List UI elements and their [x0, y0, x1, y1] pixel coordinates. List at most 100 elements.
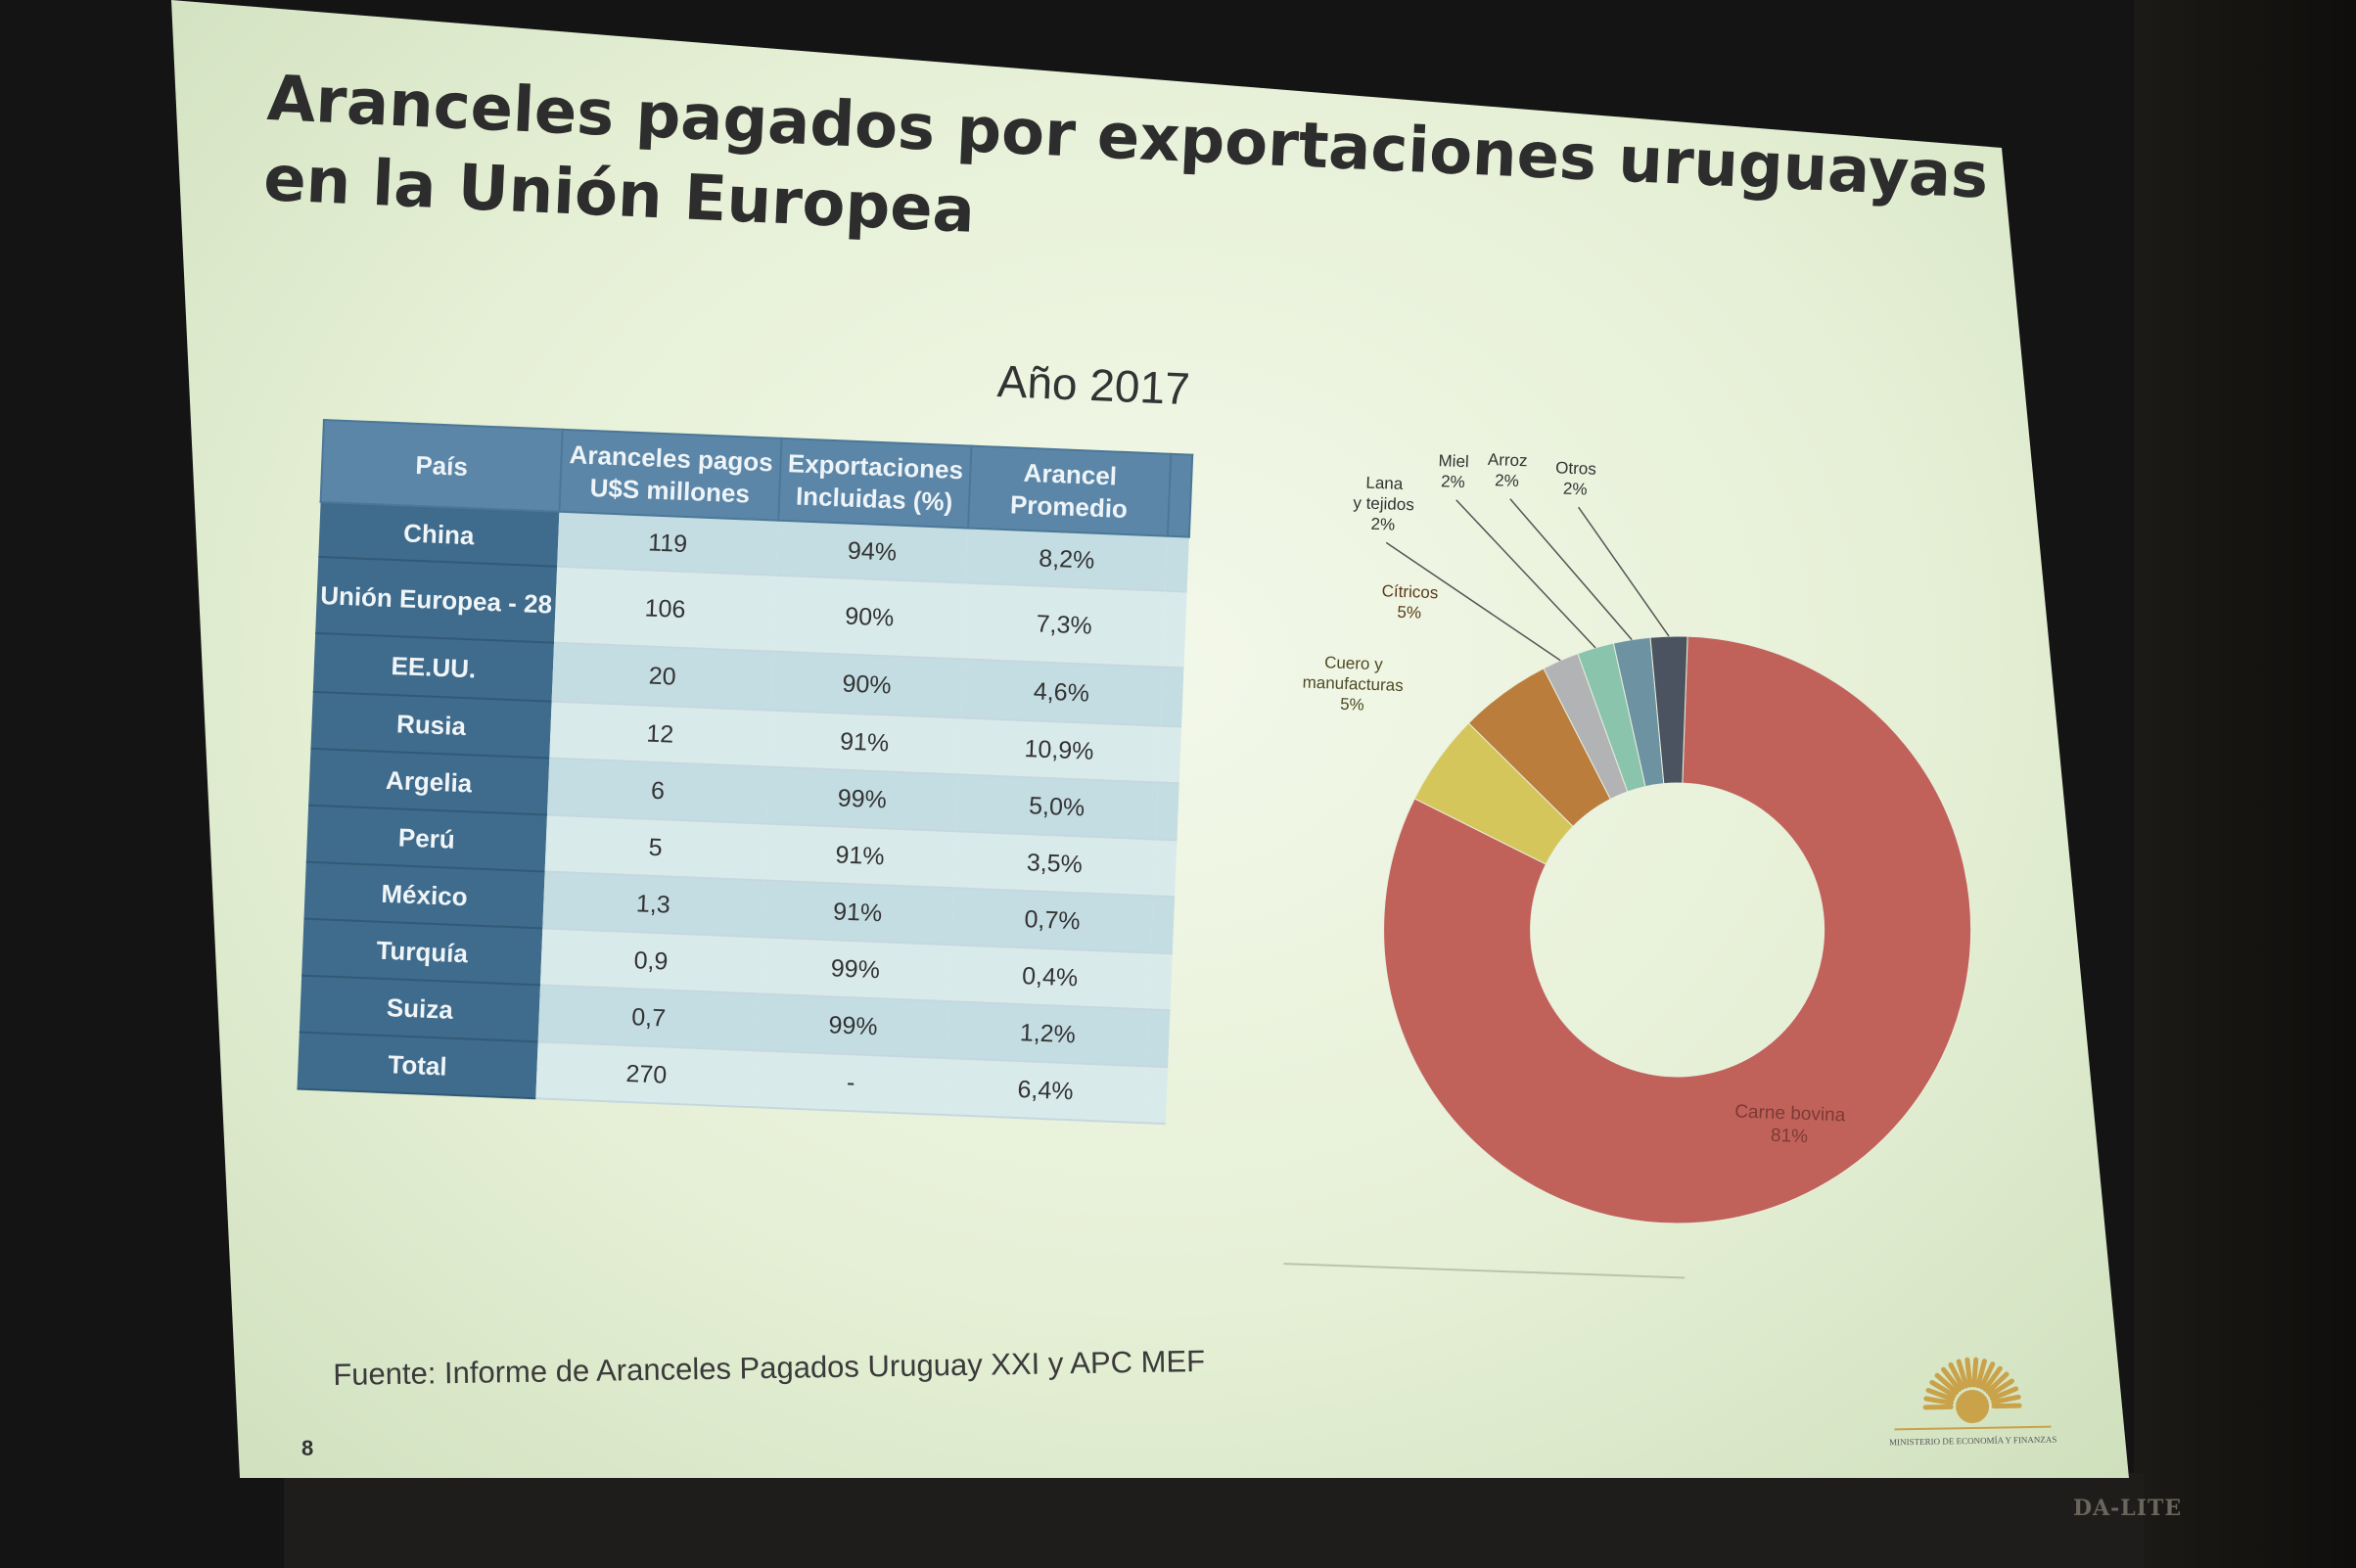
screen-brand-label: DA-LITE	[2073, 1496, 2183, 1521]
slice-label: manufacturas	[1302, 672, 1404, 695]
slice-label: 2%	[1441, 472, 1465, 491]
cell-exportaciones: 91%	[762, 880, 954, 945]
slice-label: Lana	[1365, 474, 1404, 493]
cell-spacer	[1165, 535, 1189, 592]
projected-slide: Aranceles pagados por exportaciones urug…	[171, 0, 2129, 1478]
cell-spacer	[1146, 1009, 1171, 1068]
leader-line	[1455, 499, 1596, 649]
cell-aranceles: 119	[557, 511, 779, 576]
cell-promedio: 4,6%	[960, 659, 1163, 726]
sun-ray	[1925, 1387, 1955, 1402]
cell-pais: Turquía	[301, 918, 543, 986]
page-number: 8	[301, 1436, 314, 1460]
cell-spacer	[1148, 952, 1173, 1011]
cell-spacer	[1157, 725, 1182, 784]
cell-pais: México	[303, 861, 545, 929]
cell-spacer	[1155, 782, 1179, 841]
slice-label: 5%	[1340, 695, 1364, 715]
cell-promedio: 1,2%	[947, 1001, 1149, 1067]
cell-promedio: 0,4%	[948, 945, 1151, 1010]
cell-pais: Unión Europea - 28	[315, 556, 558, 643]
sun-ray	[1985, 1371, 2010, 1395]
slice-label: Carne bovina	[1734, 1101, 1846, 1126]
cell-aranceles: 0,9	[539, 928, 762, 994]
sun-ray	[1989, 1386, 2019, 1402]
cell-exportaciones: 91%	[763, 823, 956, 889]
cell-pais: EE.UU.	[312, 632, 555, 702]
logo-text: MINISTERIO DE ECONOMÍA Y FINANZAS	[1889, 1434, 2056, 1447]
header-pais: País	[320, 420, 563, 512]
header-exportaciones: Exportaciones Incluidas (%)	[778, 438, 972, 529]
cell-aranceles: 12	[549, 701, 771, 767]
cell-exportaciones: 99%	[759, 937, 951, 1002]
sun-ray	[1964, 1357, 1973, 1388]
header-aranceles: Aranceles pagos U$S millones	[559, 429, 782, 521]
cell-exportaciones: 94%	[775, 520, 969, 583]
slice-label: Cítricos	[1381, 581, 1438, 602]
slice-label: 2%	[1563, 480, 1588, 499]
cell-spacer	[1153, 839, 1178, 898]
cell-spacer	[1143, 1066, 1169, 1125]
sun-ray	[1956, 1359, 1969, 1389]
cell-pais: China	[318, 501, 560, 567]
cell-exportaciones: 91%	[768, 710, 961, 775]
slice-label: Cuero y	[1324, 653, 1384, 673]
slice-label: Arroz	[1488, 450, 1528, 470]
source-note: Fuente: Informe de Aranceles Pagados Uru…	[333, 1344, 1206, 1392]
slice-label: 2%	[1495, 471, 1519, 490]
cell-aranceles: 0,7	[537, 985, 760, 1051]
room-background	[2134, 0, 2356, 1568]
tariff-table: País Aranceles pagos U$S millones Export…	[296, 419, 1193, 1125]
cell-promedio: 6,4%	[944, 1058, 1147, 1124]
tariff-table-container: País Aranceles pagos U$S millones Export…	[296, 419, 1193, 1125]
cell-aranceles: 20	[551, 642, 773, 711]
sun-disc	[1956, 1389, 1990, 1423]
cell-spacer	[1150, 896, 1176, 954]
slide-title: Aranceles pagados por exportaciones urug…	[261, 62, 1990, 248]
cell-promedio: 10,9%	[957, 717, 1161, 783]
slice-label: 5%	[1397, 603, 1421, 623]
cell-exportaciones: 90%	[772, 575, 966, 660]
leader-line	[1385, 541, 1561, 662]
cell-exportaciones: -	[755, 1050, 947, 1116]
cell-promedio: 7,3%	[962, 582, 1166, 668]
cell-pais: Argelia	[308, 748, 550, 815]
cell-spacer	[1160, 667, 1184, 727]
slice-label: 81%	[1771, 1126, 1809, 1147]
table-body: China 119 94% 8,2% Unión Europea - 28 106 90% 7…	[297, 501, 1189, 1125]
sun-ray	[1988, 1378, 2014, 1398]
cell-aranceles: 106	[554, 566, 776, 652]
sun-ray	[1975, 1359, 1987, 1389]
slice-label: Otros	[1555, 458, 1596, 478]
leader-line	[1577, 506, 1670, 637]
cell-exportaciones: 99%	[765, 766, 958, 832]
cell-exportaciones: 99%	[757, 993, 949, 1059]
cell-spacer	[1162, 590, 1187, 669]
sun-ray	[1923, 1396, 1954, 1406]
sun-ray	[1982, 1365, 2003, 1392]
screen-frame-bottom	[284, 1473, 2144, 1568]
slide-subtitle: Año 2017	[995, 354, 1191, 415]
slice-label: Miel	[1438, 451, 1469, 471]
cell-promedio: 0,7%	[950, 888, 1154, 953]
donut-slice	[1383, 635, 1972, 1224]
cell-promedio: 5,0%	[955, 774, 1158, 840]
cell-aranceles: 1,3	[542, 871, 764, 938]
logo-rule	[1894, 1425, 2052, 1431]
cell-pais: Suiza	[299, 975, 540, 1042]
cell-aranceles: 5	[544, 814, 766, 881]
sun-ray	[1971, 1357, 1979, 1388]
slice-label: 2%	[1370, 515, 1395, 534]
sun-ray	[1948, 1361, 1965, 1390]
donut-slice	[1649, 635, 1688, 785]
exports-donut-chart: Carne bovina 81% Cuero y manufacturas 5% Cítr…	[1263, 450, 2095, 1325]
cell-pais: Total	[297, 1032, 538, 1099]
header-promedio: Arancel Promedio	[968, 445, 1172, 536]
sun-emblem-icon: MINISTERIO DE ECONOMÍA Y FINANZAS	[1889, 1357, 2056, 1447]
cell-exportaciones: 90%	[770, 651, 963, 718]
slice-label: y tejidos	[1353, 493, 1414, 514]
sun-ray	[1941, 1366, 1963, 1393]
cell-promedio: 8,2%	[965, 528, 1168, 591]
ministry-logo: MINISTERIO DE ECONOMÍA Y FINANZAS	[1873, 1344, 2071, 1454]
cell-pais: Rusia	[310, 691, 552, 759]
